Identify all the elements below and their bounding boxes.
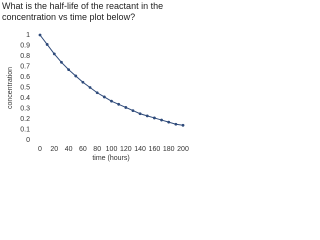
point xyxy=(131,109,135,112)
y-tick-label: 1 xyxy=(26,32,30,39)
line xyxy=(39,34,184,126)
chart: concentration time (hours) 0 0.1 0.2 0.3 0.4… xyxy=(7,32,189,162)
point xyxy=(174,122,178,126)
point xyxy=(60,60,63,64)
x-tick-label: 100 xyxy=(106,146,118,153)
point xyxy=(181,123,185,127)
question: What is the half-life of the reactant in… xyxy=(2,1,164,22)
point xyxy=(138,112,142,116)
y-tick-label: 0.6 xyxy=(20,74,30,81)
y-tick-label: 0.1 xyxy=(20,126,30,133)
point xyxy=(167,120,171,124)
point xyxy=(88,86,92,89)
point xyxy=(45,43,49,46)
x-tick-label: 140 xyxy=(134,146,146,153)
y-axis-title: concentration xyxy=(7,67,14,109)
x-axis-title: time (hours) xyxy=(92,155,129,162)
y-tick-label: 0.5 xyxy=(20,84,30,91)
x-tick-label: 120 xyxy=(120,146,132,153)
x-tick-label: 160 xyxy=(149,146,161,153)
y-tick-label: 0.7 xyxy=(20,63,30,70)
x-tick-label: 40 xyxy=(65,146,73,153)
point xyxy=(145,114,149,118)
point xyxy=(160,118,163,122)
x-tick-label: 0 xyxy=(38,146,42,153)
y-tick-label: 0.9 xyxy=(20,42,30,49)
point xyxy=(74,74,78,78)
point xyxy=(67,68,70,72)
x-tick-label: 20 xyxy=(50,146,58,153)
point xyxy=(95,91,99,95)
y-tick-label: 0.3 xyxy=(20,105,30,112)
x-tick-label: 80 xyxy=(93,146,101,153)
point xyxy=(38,33,42,37)
y-tick-label: 0 xyxy=(26,137,30,144)
point xyxy=(81,80,85,84)
y-tick-label: 0.2 xyxy=(20,116,30,123)
x-tick-label: 180 xyxy=(163,146,175,153)
x-tick-label: 60 xyxy=(79,146,87,153)
point xyxy=(117,102,121,106)
point xyxy=(110,99,113,103)
point xyxy=(153,116,156,120)
page: What is the half-life of the reactant in… xyxy=(0,0,200,164)
point xyxy=(102,95,106,99)
y-tick-label: 0.4 xyxy=(20,95,30,102)
point xyxy=(124,106,128,109)
x-tick-label: 200 xyxy=(177,146,189,153)
y-tick-label: 0.8 xyxy=(20,53,30,60)
point xyxy=(52,52,56,56)
